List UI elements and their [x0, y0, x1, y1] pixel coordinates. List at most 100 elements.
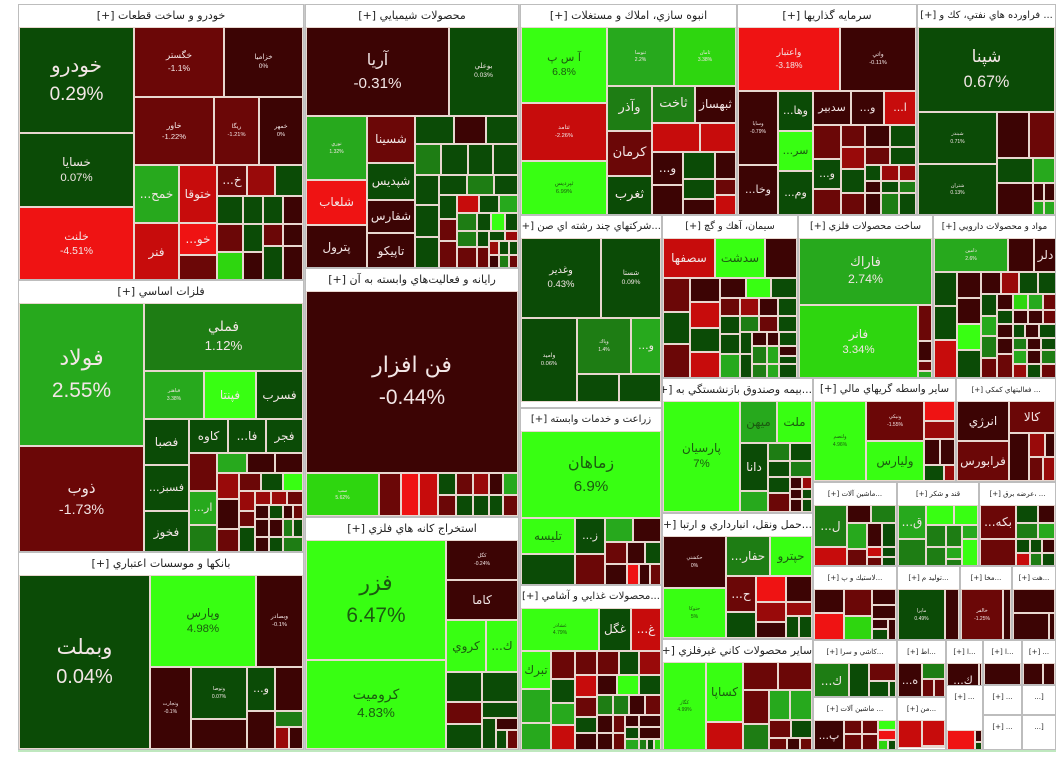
stock-tile[interactable]: فولاد 2.55% — [19, 303, 144, 446]
stock-tile[interactable] — [844, 734, 862, 749]
stock-tile[interactable]: فزر 6.47% — [306, 540, 446, 660]
stock-tile[interactable]: ار... — [189, 491, 217, 525]
stock-tile[interactable] — [283, 505, 293, 519]
stock-tile[interactable] — [293, 505, 303, 519]
stock-tile[interactable] — [189, 525, 217, 551]
stock-tile[interactable] — [650, 564, 661, 584]
stock-tile[interactable] — [645, 695, 661, 715]
stock-tile[interactable] — [597, 675, 617, 695]
stock-tile[interactable] — [493, 144, 518, 175]
stock-tile[interactable]: تاپيكو — [367, 233, 415, 267]
stock-tile[interactable] — [509, 255, 518, 267]
stock-tile[interactable] — [890, 125, 916, 147]
stock-tile[interactable] — [625, 715, 639, 727]
stock-tile[interactable] — [1029, 457, 1043, 481]
stock-tile[interactable]: سدشت — [715, 238, 765, 278]
stock-tile[interactable] — [1016, 539, 1030, 553]
stock-tile[interactable] — [439, 219, 457, 241]
stock-tile[interactable] — [934, 679, 945, 696]
stock-tile[interactable] — [683, 179, 715, 199]
sector-header-expand[interactable]: ... ،عرضه برق [+] — [980, 483, 1055, 505]
stock-tile[interactable] — [263, 246, 283, 279]
stock-tile[interactable] — [261, 473, 283, 491]
stock-tile[interactable]: فسرب — [256, 371, 303, 419]
stock-tile[interactable] — [551, 703, 575, 725]
stock-tile[interactable] — [663, 344, 690, 377]
sector-header-expand[interactable]: ...ا [+] — [947, 641, 982, 663]
stock-tile[interactable]: وآذر — [607, 86, 652, 131]
stock-tile[interactable] — [997, 183, 1033, 214]
sector-header-expand[interactable]: ...شركتهاي چند رشته اي صن [+] — [521, 216, 661, 238]
sector-header-expand[interactable]: سرمايه گذاريها [+] — [738, 5, 916, 27]
stock-tile[interactable] — [790, 499, 802, 512]
stock-tile[interactable] — [639, 651, 661, 675]
stock-tile[interactable] — [1013, 294, 1028, 310]
stock-tile[interactable] — [457, 195, 479, 213]
stock-tile[interactable] — [439, 195, 457, 219]
stock-tile[interactable]: فصبا — [144, 419, 189, 465]
stock-tile[interactable] — [997, 112, 1029, 158]
stock-tile[interactable] — [768, 493, 790, 512]
stock-tile[interactable] — [715, 195, 736, 214]
stock-tile[interactable] — [1027, 364, 1041, 377]
sector-header-expand[interactable]: ... فراورده هاي نفتي، كك و [+] — [918, 5, 1055, 27]
stock-tile[interactable]: ونيكي -1.55% — [866, 401, 924, 441]
stock-tile[interactable] — [778, 316, 797, 332]
stock-tile[interactable]: واعتبار -3.18% — [738, 27, 840, 91]
stock-tile[interactable] — [841, 193, 865, 214]
stock-tile[interactable]: ثاخت — [652, 86, 695, 123]
stock-tile[interactable] — [438, 473, 456, 495]
sector-header-expand[interactable]: ... ماشين آلات [+] — [814, 698, 896, 720]
stock-tile[interactable] — [597, 715, 613, 733]
stock-tile[interactable] — [419, 473, 438, 516]
stock-tile[interactable] — [862, 720, 878, 734]
stock-tile[interactable] — [756, 602, 786, 622]
stock-tile[interactable]: كروميت 4.83% — [306, 660, 446, 749]
stock-tile[interactable]: خمح... — [134, 165, 179, 223]
stock-tile[interactable] — [790, 443, 812, 461]
stock-tile[interactable]: خاور -1.22% — [134, 97, 214, 165]
stock-tile[interactable]: آ س پ 6.8% — [521, 27, 607, 103]
stock-tile[interactable] — [639, 739, 647, 749]
stock-tile[interactable] — [575, 717, 597, 733]
stock-tile[interactable] — [477, 231, 489, 247]
stock-tile[interactable] — [690, 302, 720, 328]
stock-tile[interactable] — [720, 316, 740, 334]
stock-tile[interactable] — [654, 739, 661, 749]
stock-tile[interactable] — [997, 338, 1013, 354]
stock-tile[interactable]: فن افزار -0.44% — [306, 291, 518, 473]
stock-tile[interactable] — [275, 727, 289, 749]
stock-tile[interactable] — [639, 675, 661, 695]
stock-tile[interactable]: حفار... — [726, 536, 770, 576]
sector-header-expand[interactable]: ...توليد م [+] — [898, 567, 959, 589]
stock-tile[interactable]: تبرك — [521, 651, 551, 689]
stock-tile[interactable]: خودرو 0.29% — [19, 27, 134, 133]
stock-tile[interactable]: و... — [631, 318, 661, 374]
sector-header-expand[interactable]: خودرو و ساخت قطعات [+] — [19, 5, 303, 27]
stock-tile[interactable] — [997, 310, 1013, 324]
sector-header-expand[interactable]: [... — [1023, 686, 1055, 708]
stock-tile[interactable]: ماپرا 0.49% — [898, 589, 945, 639]
stock-tile[interactable] — [683, 152, 715, 179]
stock-tile[interactable] — [740, 332, 752, 354]
stock-tile[interactable] — [505, 231, 518, 241]
stock-tile[interactable] — [962, 539, 978, 565]
stock-tile[interactable]: فباهنر 3.38% — [144, 371, 204, 419]
stock-tile[interactable] — [551, 651, 575, 679]
stock-tile[interactable] — [217, 224, 243, 252]
stock-tile[interactable] — [489, 241, 499, 255]
stock-tile[interactable]: وغدير 0.43% — [521, 238, 601, 318]
stock-tile[interactable] — [981, 336, 997, 358]
stock-tile[interactable]: فپنتا — [204, 371, 256, 419]
stock-tile[interactable]: واتي -0.11% — [840, 27, 916, 91]
stock-tile[interactable]: انرژي — [957, 401, 1009, 441]
stock-tile[interactable] — [1013, 350, 1027, 364]
stock-tile[interactable]: دلر — [1034, 238, 1055, 272]
stock-tile[interactable] — [743, 724, 769, 749]
stock-tile[interactable] — [918, 341, 932, 361]
stock-tile[interactable] — [926, 525, 946, 547]
stock-tile[interactable] — [841, 125, 865, 147]
stock-tile[interactable] — [899, 181, 916, 193]
stock-tile[interactable] — [878, 730, 896, 740]
stock-tile[interactable] — [645, 542, 661, 564]
